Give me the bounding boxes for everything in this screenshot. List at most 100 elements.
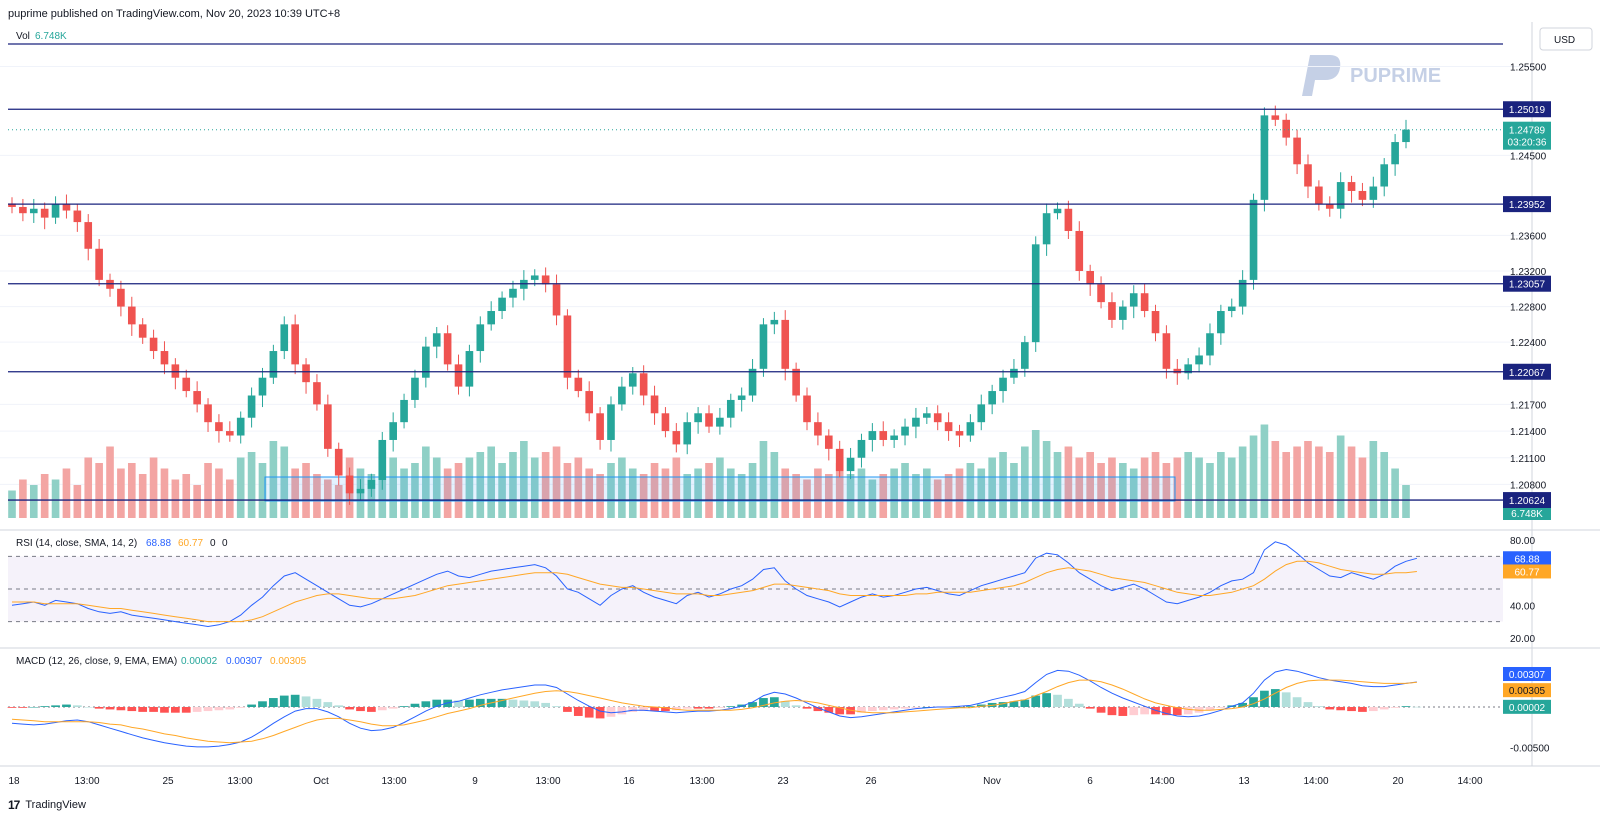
macd-histogram-bar bbox=[432, 699, 442, 707]
price-tick-label: 1.20800 bbox=[1510, 480, 1547, 491]
macd-histogram-bar bbox=[497, 698, 507, 707]
time-tick-label: 14:00 bbox=[1149, 776, 1174, 787]
volume-bar bbox=[40, 474, 49, 518]
macd-histogram-bar bbox=[105, 707, 115, 710]
volume-bar bbox=[236, 457, 245, 518]
candle bbox=[585, 391, 594, 414]
macd-histogram-bar bbox=[127, 707, 137, 712]
macd-histogram-bar bbox=[541, 702, 550, 707]
volume-bar bbox=[149, 457, 158, 518]
candle bbox=[269, 351, 278, 378]
volume-legend-value: 6.748K bbox=[35, 31, 67, 42]
candle bbox=[607, 404, 615, 440]
rsi-tick-label: 40.00 bbox=[1510, 601, 1535, 612]
macd-histogram-bar bbox=[94, 707, 104, 709]
macd-histogram-bar bbox=[617, 707, 627, 715]
candle bbox=[1336, 182, 1345, 209]
level-price-label: 1.23952 bbox=[1509, 200, 1546, 211]
macd-histogram-bar bbox=[388, 707, 398, 709]
volume-bar bbox=[465, 457, 474, 518]
macd-histogram-bar bbox=[530, 701, 540, 707]
volume-bar bbox=[1010, 463, 1018, 518]
tradingview-brand: TradingView bbox=[25, 799, 86, 811]
volume-bar bbox=[694, 468, 702, 518]
candle bbox=[1249, 199, 1258, 280]
candle bbox=[160, 351, 169, 365]
macd-histogram-bar bbox=[323, 702, 333, 707]
candle bbox=[694, 413, 702, 423]
candle bbox=[552, 284, 561, 316]
candle bbox=[879, 431, 888, 440]
candle bbox=[966, 422, 975, 436]
candle bbox=[781, 319, 790, 369]
candle bbox=[1064, 208, 1073, 231]
volume-bar bbox=[977, 468, 986, 518]
macd-histogram-bar bbox=[1074, 703, 1084, 707]
volume-bar bbox=[1075, 457, 1084, 518]
candle bbox=[487, 311, 495, 325]
macd-histogram-bar bbox=[236, 707, 246, 708]
candle bbox=[1271, 115, 1280, 120]
macd-histogram-bar bbox=[1162, 707, 1171, 716]
watermark-text: PUPRIME bbox=[1350, 65, 1441, 87]
macd-histogram-bar bbox=[1107, 707, 1117, 716]
candle bbox=[1097, 284, 1105, 303]
macd-legend-title: MACD (12, 26, close, 9, EMA, EMA) bbox=[16, 656, 177, 667]
volume-bar bbox=[1260, 424, 1269, 518]
macd-histogram-bar bbox=[955, 707, 964, 708]
time-tick-label: Oct bbox=[313, 776, 329, 787]
time-tick-label: 13:00 bbox=[689, 776, 714, 787]
volume-bar bbox=[400, 468, 408, 518]
volume-bar bbox=[432, 457, 441, 518]
macd-histogram-bar bbox=[878, 707, 888, 711]
candle bbox=[814, 422, 822, 436]
time-tick-label: 20 bbox=[1392, 776, 1404, 787]
volume-bar bbox=[1021, 446, 1029, 518]
macd-histogram-bar bbox=[1347, 707, 1356, 712]
currency-button[interactable] bbox=[1539, 27, 1593, 51]
candle bbox=[127, 306, 136, 325]
candle bbox=[628, 373, 637, 387]
volume-bar bbox=[269, 441, 278, 518]
volume-bar bbox=[988, 457, 996, 518]
volume-bar bbox=[824, 474, 833, 518]
volume-bar bbox=[1347, 446, 1356, 518]
candle bbox=[1021, 342, 1029, 369]
macd-signal-value-label: 0.00305 bbox=[1509, 686, 1546, 697]
time-tick-label: 13 bbox=[1238, 776, 1250, 787]
macd-histogram-bar bbox=[868, 707, 877, 712]
volume-bar bbox=[95, 463, 103, 518]
candle bbox=[944, 422, 953, 432]
volume-bar bbox=[650, 463, 659, 518]
volume-bar bbox=[226, 479, 234, 518]
volume-bar bbox=[182, 474, 191, 518]
rsi-legend-value: 68.88 bbox=[146, 538, 171, 549]
candle bbox=[530, 275, 539, 280]
volume-bar bbox=[770, 452, 779, 518]
candle bbox=[1347, 182, 1356, 191]
macd-histogram-bar bbox=[1172, 707, 1182, 716]
volume-bar bbox=[716, 457, 724, 518]
macd-histogram-bar bbox=[290, 694, 300, 707]
macd-histogram-bar bbox=[552, 706, 561, 707]
volume-bar bbox=[1227, 457, 1236, 518]
candle bbox=[563, 315, 572, 378]
volume-bar bbox=[923, 468, 931, 518]
macd-tick-label: -0.00500 bbox=[1510, 744, 1550, 755]
volume-bar bbox=[618, 457, 626, 518]
candle bbox=[1173, 368, 1182, 374]
candle bbox=[737, 395, 746, 400]
volume-bar bbox=[117, 468, 125, 518]
candle bbox=[454, 364, 463, 387]
candle bbox=[803, 395, 811, 423]
macd-histogram-bar bbox=[824, 707, 834, 713]
candle bbox=[432, 333, 441, 347]
candle bbox=[95, 248, 103, 280]
candle bbox=[868, 431, 877, 440]
volume-bar bbox=[999, 452, 1007, 518]
candle bbox=[1108, 302, 1116, 320]
volume-bar bbox=[530, 457, 539, 518]
macd-histogram-bar bbox=[29, 707, 39, 708]
macd-histogram-bar bbox=[628, 707, 638, 712]
